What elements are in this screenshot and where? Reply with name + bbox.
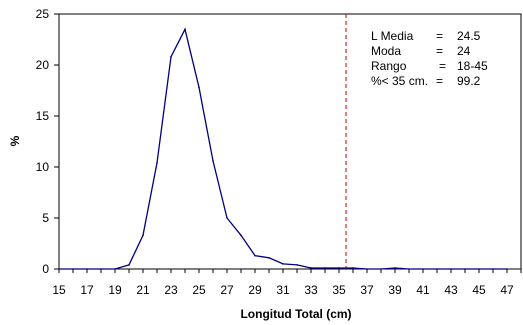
y-tick-label-5: 5 (42, 211, 49, 225)
annotation-mode-eq: = (436, 44, 443, 58)
x-tick-label-37: 37 (360, 283, 374, 297)
data-point-25 (198, 86, 200, 89)
x-tick-label-39: 39 (388, 283, 402, 297)
annotation-mode-value: 24 (457, 44, 471, 58)
x-tick-label-43: 43 (444, 283, 458, 297)
annotation-box: L Media = 24.5 Moda = 24 Rango = 18-45 %… (371, 29, 488, 88)
data-point-29 (254, 254, 256, 257)
x-tick-label-23: 23 (164, 283, 178, 297)
data-point-46 (492, 268, 494, 270)
x-tick-label-15: 15 (52, 283, 66, 297)
data-point-38 (380, 268, 382, 270)
data-point-41 (422, 268, 424, 270)
x-tick-label-35: 35 (332, 283, 346, 297)
annotation-under35-label: %< 35 cm. (371, 74, 428, 88)
data-point-40 (408, 268, 410, 270)
annotation-mean-eq: = (436, 29, 443, 43)
data-point-33 (310, 267, 312, 269)
x-tick-label-27: 27 (220, 283, 234, 297)
data-point-20 (128, 264, 130, 266)
data-point-30 (268, 256, 270, 259)
annotation-range-label: Rango (371, 59, 407, 73)
y-tick-label-0: 0 (42, 262, 49, 276)
data-point-44 (464, 268, 466, 270)
y-tick-label-10: 10 (36, 160, 50, 174)
data-point-42 (436, 268, 438, 270)
data-point-47 (506, 268, 508, 270)
x-axis-title: Longitud Total (cm) (240, 307, 351, 321)
data-point-24 (184, 28, 186, 31)
annotation-mode-label: Moda (371, 44, 401, 58)
data-point-34 (324, 267, 326, 269)
data-point-17 (86, 268, 88, 270)
data-point-32 (296, 264, 298, 266)
data-point-39 (394, 267, 396, 269)
data-point-26 (212, 160, 214, 162)
data-point-15 (58, 268, 60, 270)
annotation-mean-label: L Media (371, 29, 414, 43)
y-tick-label-15: 15 (36, 109, 50, 123)
data-point-37 (366, 268, 368, 270)
plot-frame (58, 13, 522, 270)
data-point-45 (478, 268, 480, 270)
annotation-mean-value: 24.5 (457, 29, 481, 43)
x-tick-label-19: 19 (108, 283, 122, 297)
y-tick-label-20: 20 (36, 58, 50, 72)
x-tick-label-25: 25 (192, 283, 206, 297)
data-point-23 (170, 56, 172, 58)
x-tick-label-17: 17 (80, 283, 94, 297)
data-point-28 (240, 234, 242, 237)
plot-area: 0 5 10 15 20 25 15 17 19 21 23 25 27 29 31 33 35 37 39 41 43… (36, 7, 522, 297)
data-point-31 (282, 263, 284, 265)
x-tick-label-41: 41 (416, 283, 430, 297)
x-tick-label-33: 33 (304, 283, 318, 297)
data-point-22 (156, 162, 158, 164)
data-point-18 (100, 268, 102, 270)
x-tick-label-29: 29 (248, 283, 262, 297)
data-point-36 (352, 267, 354, 269)
annotation-under35-eq: = (436, 74, 443, 88)
x-tick-label-31: 31 (276, 283, 290, 297)
annotation-range-value: 18-45 (457, 59, 488, 73)
data-point-16 (72, 268, 74, 270)
data-point-35 (338, 267, 340, 269)
data-point-19 (114, 268, 116, 270)
data-point-43 (450, 268, 452, 270)
y-tick-label-25: 25 (36, 7, 50, 21)
annotation-under35-value: 99.2 (457, 74, 481, 88)
annotation-range-eq: = (439, 59, 446, 73)
y-axis-title: % (8, 135, 22, 146)
x-tick-label-45: 45 (472, 283, 486, 297)
data-point-21 (142, 234, 144, 237)
data-point-27 (226, 217, 228, 219)
x-tick-label-21: 21 (136, 283, 150, 297)
x-tick-label-47: 47 (500, 283, 514, 297)
